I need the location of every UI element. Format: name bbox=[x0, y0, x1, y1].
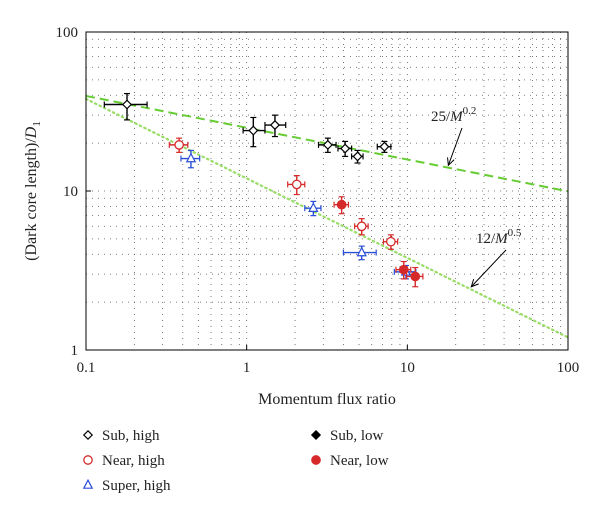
data-point bbox=[174, 140, 185, 150]
y-axis-title: (Dark core length)/D1 bbox=[23, 121, 43, 261]
annotation-25-over-m: 25/M0.2 bbox=[431, 105, 476, 167]
data-point bbox=[308, 202, 319, 212]
data-point bbox=[322, 139, 333, 150]
legend-label: Super, high bbox=[102, 478, 171, 494]
data-point bbox=[269, 119, 281, 131]
x-tick-label: 10 bbox=[400, 360, 415, 376]
annotation-arrow-2 bbox=[470, 249, 507, 288]
svg-text:12/M0.5: 12/M0.5 bbox=[476, 227, 522, 247]
legend-label: Near, high bbox=[102, 453, 165, 469]
y-tick-label: 1 bbox=[71, 343, 79, 359]
data-point bbox=[248, 125, 259, 136]
legend-marker bbox=[82, 429, 94, 441]
legend-label: Sub, low bbox=[330, 428, 384, 444]
x-tick-label: 1 bbox=[243, 360, 251, 376]
x-axis-title: Momentum flux ratio bbox=[258, 391, 396, 408]
data-point bbox=[352, 151, 363, 162]
legend: Sub, high Near, high Super, high Sub, low Ne… bbox=[82, 428, 389, 494]
data-point bbox=[121, 99, 133, 110]
data-point bbox=[336, 199, 347, 210]
data-points bbox=[103, 92, 424, 288]
legend-label: Near, low bbox=[330, 453, 389, 469]
data-point bbox=[398, 264, 409, 275]
data-point bbox=[356, 246, 367, 257]
data-point bbox=[386, 236, 396, 247]
annotation-arrow-1 bbox=[447, 127, 463, 166]
legend-marker bbox=[310, 429, 322, 441]
fit-lines bbox=[84, 94, 570, 339]
annotation-12-over-m: 12/M0.5 bbox=[470, 227, 522, 288]
x-tick-label: 100 bbox=[557, 360, 580, 376]
data-point bbox=[379, 141, 390, 152]
data-point bbox=[410, 271, 421, 282]
data-point bbox=[340, 143, 351, 154]
data-point bbox=[356, 221, 367, 232]
x-tick-label: 0.1 bbox=[77, 360, 96, 376]
legend-marker bbox=[83, 455, 93, 465]
data-point bbox=[185, 152, 197, 163]
arrow-head bbox=[470, 278, 479, 288]
y-tick-label: 10 bbox=[63, 184, 78, 200]
legend-marker bbox=[82, 478, 94, 489]
fit-line-2 bbox=[84, 97, 570, 339]
svg-text:25/M0.2: 25/M0.2 bbox=[431, 105, 476, 125]
data-point bbox=[291, 179, 302, 190]
legend-marker bbox=[311, 455, 321, 465]
y-tick-label: 100 bbox=[56, 25, 79, 41]
legend-label: Sub, high bbox=[102, 428, 160, 444]
arrow-head bbox=[447, 157, 455, 167]
